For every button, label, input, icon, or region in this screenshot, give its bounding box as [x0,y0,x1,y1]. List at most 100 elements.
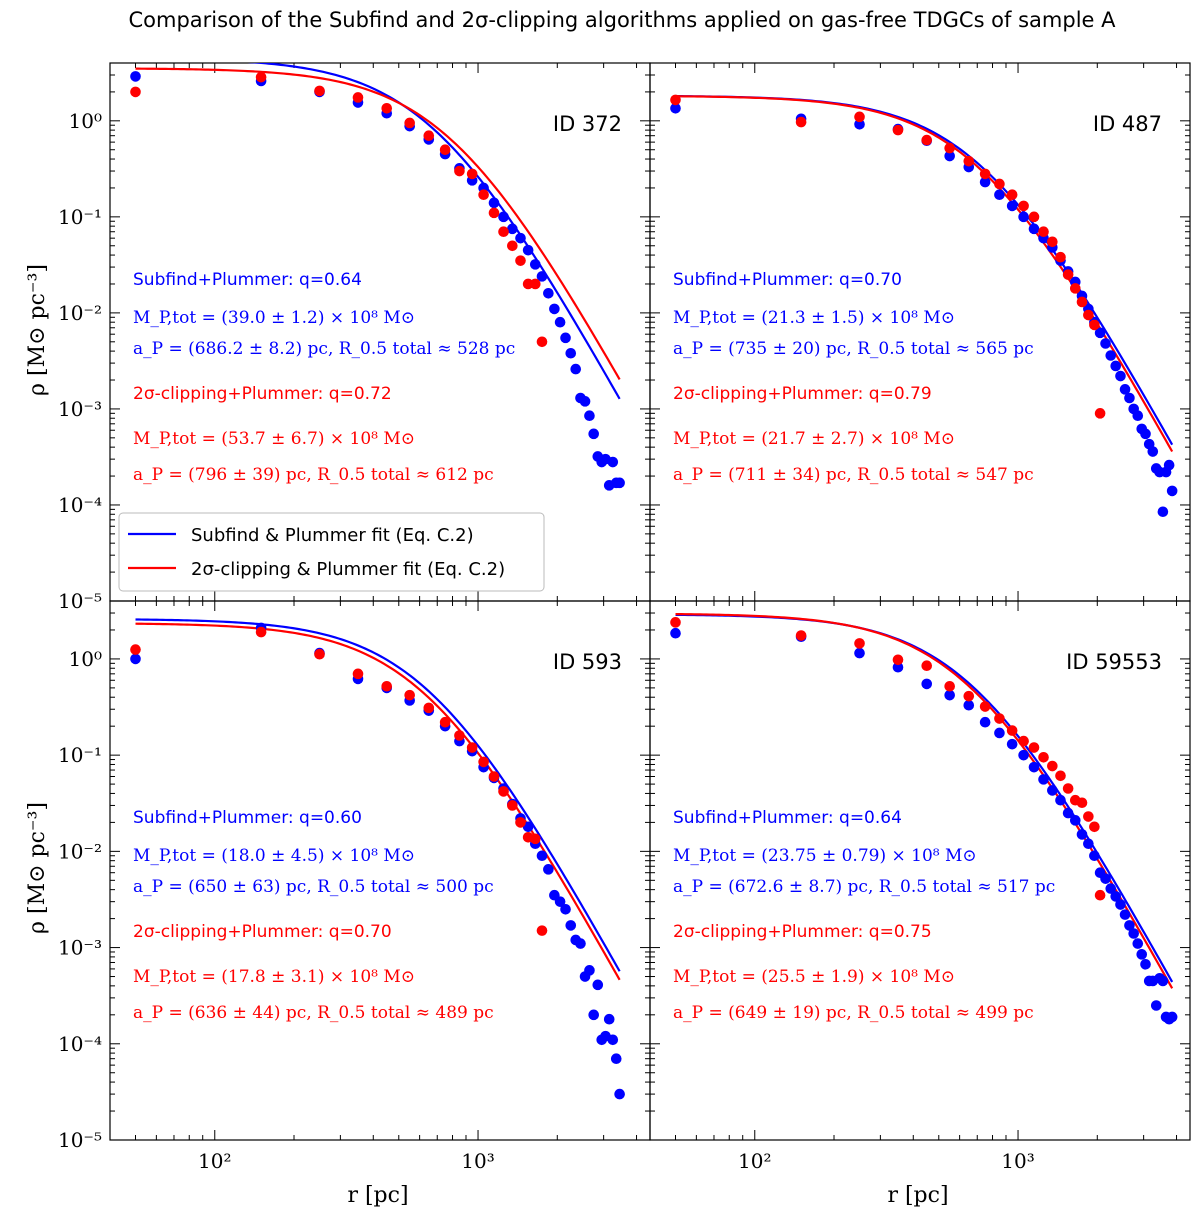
clipping-point [1055,251,1066,263]
subfind-point [607,456,619,468]
y-axis-label-top: ρ [M⊙ pc⁻³] [25,264,50,396]
clipping-point [454,165,465,177]
panel-frame [109,600,651,1141]
panel-1: ID 487 Subfind+Plummer: q=0.70 M_P,tot = (… [649,62,1191,602]
subfind-point [607,1034,619,1046]
subfind-point [1006,738,1018,750]
subfind-point [994,189,1005,201]
subfind-point [560,903,571,915]
annotation-subfind-scale: a_P = (650 ± 63) pc, R_0.5 total ≈ 500 p… [133,877,494,897]
annotation-subfind-header: Subfind+Plummer: q=0.60 [133,808,362,828]
clipping-point [994,178,1005,190]
subfind-point [560,332,571,344]
clipping-point [381,680,393,692]
clipping-point [892,654,904,666]
subfind-point [565,920,577,931]
annotation-clipping-header: 2σ-clipping+Plummer: q=0.75 [673,922,932,942]
clipping-point [795,630,807,641]
subfind-point [1115,370,1126,382]
y-tick-label: 10⁻³ [58,397,102,421]
clipping-point [795,116,807,128]
clipping-point [1055,770,1066,782]
clipping-point [1062,269,1074,280]
annotation-subfind-header: Subfind+Plummer: q=0.64 [673,808,902,828]
subfind-point [529,259,541,270]
clipping-point [515,255,526,266]
subfind-point [670,627,681,639]
subfind-point [1110,891,1122,902]
y-tick-label: 10⁻⁴ [58,1032,102,1056]
y-axis-label-bottom: ρ [M⊙ pc⁻³] [25,802,50,934]
clipping-point [670,94,681,106]
y-tick-label: 10⁻¹ [58,205,102,229]
clipping-point [498,786,509,797]
subfind-point [1132,410,1144,422]
annotation-subfind-header: Subfind+Plummer: q=0.70 [673,270,902,290]
clipping-point [1006,725,1018,736]
subfind-point [522,244,534,256]
subfind-point [554,896,566,907]
clipping-point [498,226,509,238]
subfind-point [1124,920,1135,931]
clipping-point [466,168,478,180]
y-tick-label: 10⁻³ [58,936,102,960]
subfind-point [1055,794,1066,806]
clipping-point [1083,309,1094,321]
clipping-point [1006,189,1018,201]
subfind-point [1166,485,1178,497]
clipping-point [1047,760,1058,772]
subfind-point [515,232,526,244]
subfind-point [921,678,933,690]
annotation-clipping-mass: M_P,tot = (17.8 ± 3.1) × 10⁸ M⊙ [133,967,415,987]
y-tick-label: 10⁻² [58,839,102,863]
annotation-subfind-header: Subfind+Plummer: q=0.64 [133,270,362,290]
subfind-point [579,396,591,407]
panel-0: 10⁰ 10⁻¹ 10⁻² 10⁻³ 10⁻⁴ 10⁻⁵ ID 372 Subfind+Plu… [58,62,651,613]
clipping-point [130,86,141,98]
subfind-point [1100,873,1111,884]
subfind-point [1083,838,1094,850]
subfind-point [1128,928,1139,939]
clipping-fit-line [135,67,621,380]
clipping-point [507,800,518,811]
subfind-point [584,965,595,976]
data-layer [130,618,625,1100]
subfind-point [1028,223,1040,235]
subfind-point [130,653,141,665]
clipping-point [1038,751,1049,763]
subfind-point [592,979,604,991]
clipping-point [478,756,489,768]
annotation-subfind-scale: a_P = (735 ± 20) pc, R_0.5 total ≈ 565 p… [673,339,1034,359]
clipping-point [454,730,465,741]
clipping-point [944,680,955,692]
annotation-clipping-mass: M_P,tot = (53.7 ± 6.7) × 10⁸ M⊙ [133,429,415,449]
subfind-point [1119,384,1131,395]
x-axis-label-right: r [pc] [887,1183,948,1208]
subfind-point [1157,506,1169,518]
subfind-point [1150,1000,1162,1011]
panel-frame [649,600,1191,1141]
subfind-point [1110,360,1122,372]
clipping-point [255,71,267,83]
subfind-point [565,347,577,359]
annotation-clipping-header: 2σ-clipping+Plummer: q=0.70 [133,922,392,942]
clipping-point [979,168,991,180]
clipping-point [255,626,267,638]
panel-id-label: ID 59553 [1066,650,1162,674]
x-tick-label: 10² [198,1149,231,1173]
annotation-subfind-mass: M_P,tot = (23.75 ± 0.79) × 10⁸ M⊙ [673,846,977,866]
subfind-point [1018,211,1029,223]
y-tick-label: 10⁻⁵ [58,589,102,613]
panel-id-label: ID 593 [553,650,622,674]
annotation-subfind-scale: a_P = (686.2 ± 8.2) pc, R_0.5 total ≈ 52… [133,339,515,359]
data-layer [130,63,625,491]
clipping-point [921,134,933,146]
subfind-point [1038,774,1049,785]
subfind-point [1132,938,1144,949]
y-tick-label: 10⁻² [58,301,102,325]
subfind-point [994,727,1005,739]
clipping-point [381,103,393,114]
clipping-point [529,278,541,290]
clipping-point [1083,811,1094,822]
